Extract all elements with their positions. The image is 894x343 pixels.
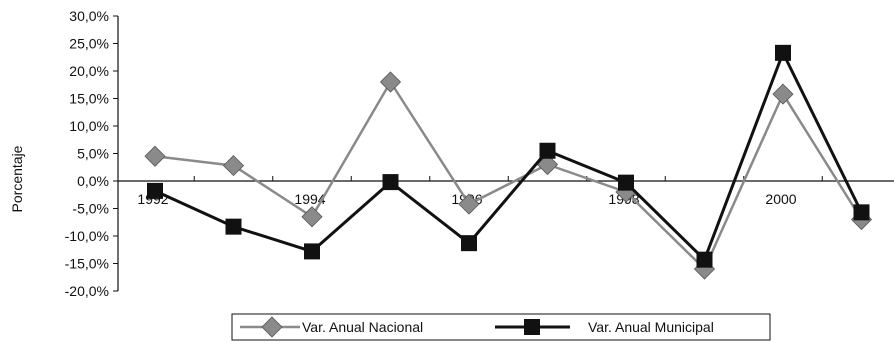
- x-axis: 19921994199619982000: [118, 176, 894, 207]
- y-tick-label: 10,0%: [69, 118, 109, 134]
- series-2: [147, 44, 870, 268]
- y-tick-label: 5,0%: [77, 146, 109, 162]
- data-point: [461, 235, 477, 252]
- data-point: [382, 174, 399, 191]
- data-point: [853, 204, 870, 221]
- data-point: [147, 182, 163, 199]
- legend-label: Var. Anual Nacional: [302, 319, 423, 335]
- y-tick-label: -20,0%: [65, 283, 109, 299]
- legend-item-2: Var. Anual Municipal: [495, 319, 714, 335]
- data-point: [225, 218, 242, 235]
- series-line: [154, 80, 863, 271]
- y-tick-label: 20,0%: [69, 63, 109, 79]
- x-tick-label: 2000: [765, 191, 796, 207]
- data-point: [379, 71, 402, 93]
- data-point: [222, 155, 245, 177]
- y-axis: 30,0% 25,0% 20,0% 15,0% 10,0% 5,0% 0,0% -5,0% -1…: [65, 8, 119, 299]
- y-tick-label: -10,0%: [65, 228, 109, 244]
- y-axis-title: Porcentaje: [9, 145, 25, 212]
- data-point: [618, 174, 634, 191]
- legend-marker: [524, 319, 540, 335]
- data-point: [301, 206, 323, 228]
- data-point: [144, 145, 166, 167]
- data-point: [304, 243, 320, 260]
- y-tick-label: -5,0%: [72, 201, 109, 217]
- legend: Var. Anual Nacional Var. Anual Municipal: [231, 313, 771, 341]
- data-point: [458, 193, 480, 215]
- data-point: [539, 142, 556, 159]
- legend-marker: [261, 316, 283, 338]
- y-tick-label: 15,0%: [69, 91, 109, 107]
- y-tick-label: 30,0%: [69, 8, 109, 24]
- series-line: [154, 51, 863, 262]
- legend-item-1: Var. Anual Nacional: [240, 316, 423, 338]
- y-tick-label: 25,0%: [69, 36, 109, 52]
- y-tick-label: -15,0%: [65, 256, 109, 272]
- data-point: [696, 251, 713, 268]
- x-tick-label: 1994: [294, 191, 325, 207]
- series-1: [144, 71, 873, 280]
- legend-label: Var. Anual Municipal: [588, 319, 714, 335]
- y-tick-label: 0,0%: [77, 173, 109, 189]
- data-point: [536, 153, 559, 176]
- data-point: [772, 83, 794, 105]
- data-point: [775, 44, 791, 61]
- series-layer: [144, 44, 873, 280]
